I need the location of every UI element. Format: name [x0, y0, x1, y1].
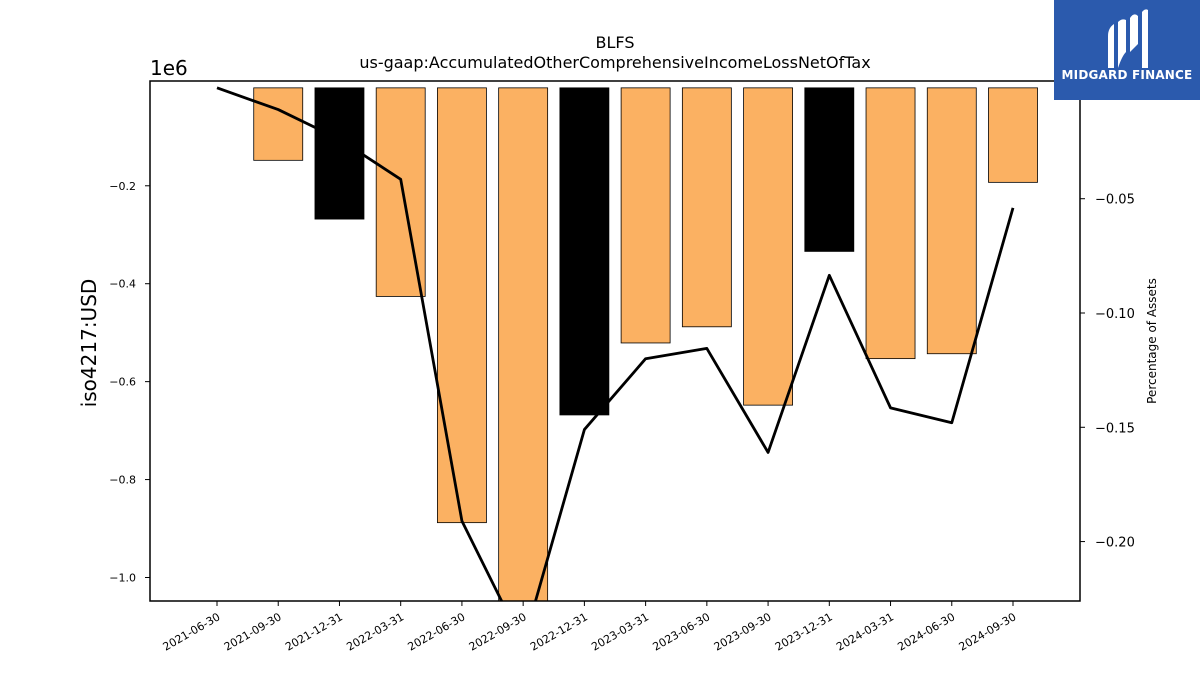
y2-tick-label: −0.20 — [1095, 536, 1135, 551]
bar-2021-09-30 — [253, 87, 304, 161]
x-tick-label: 2022-03-31 — [344, 610, 406, 653]
y-offset-label: 1e6 — [150, 56, 188, 80]
bar-2024-06-30 — [926, 87, 977, 355]
x-tick-label: 2021-12-31 — [283, 610, 345, 653]
x-tick-label: 2022-09-30 — [467, 610, 529, 653]
y-tick-label: −0.6 — [109, 376, 136, 389]
y2-axis-label: Percentage of Assets — [1145, 278, 1159, 404]
x-tick-label: 2021-06-30 — [161, 610, 223, 653]
y-tick-label: −0.4 — [109, 278, 136, 291]
bars-layer — [253, 87, 1038, 601]
brand-name: MIDGARD FINANCE — [1061, 68, 1193, 82]
x-tick-label: 2024-06-30 — [895, 610, 957, 653]
x-tick-label: 2021-09-30 — [222, 610, 284, 653]
y-tick-label: −1.0 — [109, 571, 136, 584]
bar-2024-03-31 — [865, 87, 916, 360]
y-axis-label: iso4217:USD — [77, 279, 101, 408]
bar-2024-09-30 — [988, 87, 1038, 183]
bar-2023-03-31 — [620, 87, 671, 344]
chart-subtitle: us-gaap:AccumulatedOtherComprehensiveInc… — [359, 53, 870, 72]
bar-2023-06-30 — [681, 87, 732, 328]
bar-2022-06-30 — [437, 87, 487, 524]
x-tick-label: 2023-09-30 — [712, 610, 774, 653]
bar-2023-12-31 — [804, 87, 855, 252]
x-tick-label: 2023-12-31 — [773, 610, 835, 653]
percentage-line — [216, 86, 1015, 601]
bar-2022-09-30 — [498, 87, 549, 601]
bar-2022-03-31 — [375, 87, 426, 297]
y2-tick-label: −0.15 — [1095, 421, 1135, 436]
y2-tick-label: −0.05 — [1095, 193, 1135, 208]
x-tick-label: 2023-06-30 — [650, 610, 712, 653]
y-tick-label: −0.2 — [109, 180, 136, 193]
bar-2021-12-31 — [314, 87, 365, 220]
bar-2022-12-31 — [559, 87, 610, 416]
y-tick-label: −0.8 — [109, 474, 136, 487]
midgard-logo-icon — [1108, 9, 1148, 69]
brand-logo: MIDGARD FINANCE — [1054, 0, 1200, 100]
x-tick-label: 2023-03-31 — [589, 610, 651, 653]
chart-title: BLFS — [596, 33, 635, 52]
x-tick-label: 2022-12-31 — [528, 610, 590, 653]
x-tick-label: 2024-03-31 — [834, 610, 896, 653]
line-layer — [216, 86, 1015, 601]
x-tick-label: 2022-06-30 — [406, 610, 468, 653]
bar-2023-09-30 — [743, 87, 793, 406]
y2-tick-label: −0.10 — [1095, 307, 1135, 322]
plot-frame — [149, 80, 1081, 602]
x-tick-label: 2024-09-30 — [957, 610, 1019, 653]
